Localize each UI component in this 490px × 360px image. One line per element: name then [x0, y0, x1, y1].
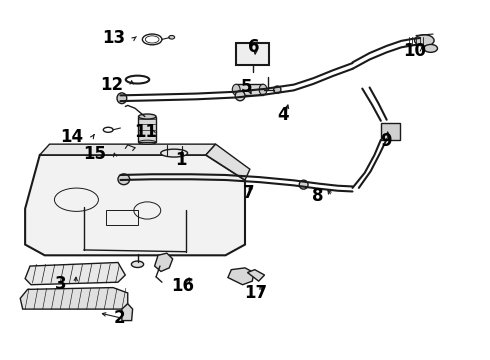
- Text: 8: 8: [312, 187, 323, 205]
- Text: 15: 15: [83, 145, 106, 163]
- Text: 10: 10: [403, 42, 426, 60]
- Polygon shape: [25, 262, 125, 285]
- Polygon shape: [155, 253, 172, 271]
- Ellipse shape: [117, 93, 127, 104]
- Polygon shape: [25, 155, 245, 255]
- Text: 3: 3: [55, 275, 67, 293]
- Ellipse shape: [139, 114, 156, 119]
- Ellipse shape: [415, 35, 434, 46]
- Text: 7: 7: [243, 184, 255, 202]
- Ellipse shape: [131, 261, 144, 267]
- Polygon shape: [20, 288, 128, 309]
- Polygon shape: [206, 144, 250, 180]
- Ellipse shape: [259, 84, 267, 95]
- Text: 5: 5: [241, 78, 252, 96]
- Text: 1: 1: [175, 151, 186, 169]
- Polygon shape: [247, 270, 265, 281]
- Ellipse shape: [235, 91, 245, 101]
- Polygon shape: [228, 268, 254, 285]
- Bar: [139, 117, 156, 142]
- Text: 17: 17: [244, 284, 267, 302]
- Ellipse shape: [273, 86, 281, 93]
- Ellipse shape: [161, 149, 188, 157]
- Text: 4: 4: [277, 107, 289, 125]
- Ellipse shape: [299, 180, 308, 189]
- Bar: [236, 43, 270, 65]
- Bar: [106, 211, 138, 225]
- Text: 2: 2: [114, 309, 125, 327]
- Polygon shape: [40, 144, 216, 155]
- Text: 6: 6: [248, 38, 260, 56]
- Ellipse shape: [424, 44, 438, 52]
- Text: 12: 12: [100, 76, 123, 94]
- Ellipse shape: [232, 84, 240, 95]
- Text: 14: 14: [61, 128, 84, 146]
- Bar: [381, 123, 400, 140]
- Ellipse shape: [169, 36, 174, 39]
- Ellipse shape: [118, 174, 130, 185]
- Polygon shape: [122, 304, 133, 320]
- Text: 16: 16: [171, 277, 194, 295]
- Bar: [236, 84, 263, 95]
- Text: 11: 11: [134, 123, 157, 141]
- Text: 13: 13: [102, 30, 125, 48]
- Text: 9: 9: [380, 131, 392, 149]
